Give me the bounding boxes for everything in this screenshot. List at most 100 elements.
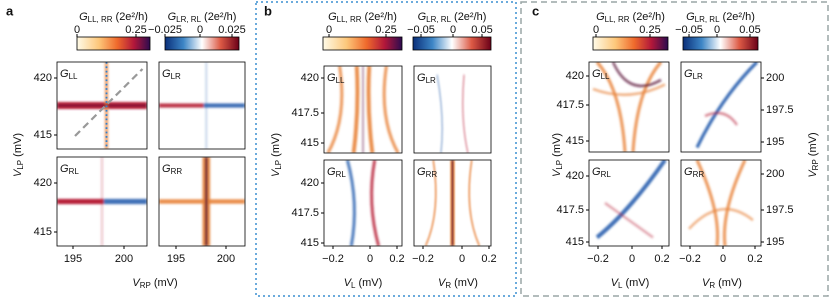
colorbar-title: GLL, RR (2e²/h) xyxy=(79,11,148,24)
x-tick-label: 195 xyxy=(167,253,185,265)
feature xyxy=(435,74,444,153)
heatmap-bg xyxy=(414,66,491,153)
symbol: G xyxy=(596,11,605,23)
y-tick-label: 420 xyxy=(34,177,52,189)
x-tick-label: −0.2 xyxy=(412,253,434,265)
unit: (mV) xyxy=(454,277,478,289)
feature xyxy=(595,160,667,240)
symbol: V xyxy=(611,277,620,289)
symbol: G xyxy=(417,72,426,84)
subscript: RP xyxy=(140,281,151,290)
colorbar xyxy=(322,36,403,51)
heatmap-features xyxy=(424,160,481,246)
subscript: LL, RR xyxy=(88,15,113,24)
heatmap-frame xyxy=(158,156,246,247)
map-label: GLL xyxy=(327,72,345,85)
y2-tick-label: 197.5 xyxy=(766,104,794,116)
y2-tick-label: 197.5 xyxy=(766,204,794,216)
unit: (2e²/h) xyxy=(454,11,486,23)
panel-label: b xyxy=(264,3,272,18)
feature xyxy=(424,160,437,246)
map-label: GLR xyxy=(684,68,703,81)
subscript: LP xyxy=(16,160,25,170)
heatmap-frame xyxy=(56,61,148,150)
heatmap-features xyxy=(592,62,666,152)
symbol: V xyxy=(807,169,819,178)
feature xyxy=(382,66,400,153)
feature xyxy=(345,160,356,246)
map-label: GRR xyxy=(162,163,182,176)
symbol: G xyxy=(592,166,601,178)
subscript: LR xyxy=(693,72,703,81)
y-tick-label: 420 xyxy=(301,177,319,189)
colorbar-tick-label: 0 xyxy=(74,24,80,36)
heatmap-features xyxy=(345,160,381,246)
colorbar-tick-label: 0.25 xyxy=(125,24,146,36)
heatmap xyxy=(159,157,245,246)
subscript: LR, RL xyxy=(695,15,720,24)
heatmap-features xyxy=(159,157,245,246)
y-tick-label: 417.5 xyxy=(291,207,319,219)
unit: (mV) xyxy=(807,132,819,156)
subscript: RR xyxy=(426,170,438,179)
heatmap-features xyxy=(688,160,754,246)
x-tick-label: −0.2 xyxy=(679,253,701,265)
subscript: LL xyxy=(69,72,78,81)
subscript: LR, RL xyxy=(176,15,201,24)
symbol: V xyxy=(551,168,563,177)
unit: (mV) xyxy=(12,133,24,157)
feature xyxy=(468,160,481,246)
y-tick-label: 420 xyxy=(34,72,52,84)
heatmap xyxy=(159,62,245,149)
subscript: LR xyxy=(171,72,181,81)
feature xyxy=(326,66,344,153)
x-tick-label: 0.2 xyxy=(481,253,496,265)
colorbar-title: GLR, RL (2e²/h) xyxy=(418,11,487,24)
subscript: RL xyxy=(336,170,347,179)
feature xyxy=(631,62,663,152)
x-tick-label: 0 xyxy=(720,253,726,265)
heatmap xyxy=(589,160,669,246)
symbol: G xyxy=(327,166,336,178)
panel-c-frame xyxy=(520,1,829,297)
y-tick-label: 417.5 xyxy=(291,107,319,119)
heatmap-frame xyxy=(323,159,403,247)
heatmap-frame xyxy=(323,65,403,154)
x-axis-label: VL (mV) xyxy=(344,277,383,290)
symbol: V xyxy=(270,168,282,177)
y-tick-label: 415 xyxy=(34,129,52,141)
symbol: G xyxy=(418,11,427,23)
feature xyxy=(461,74,470,153)
symbol: G xyxy=(592,68,601,80)
unit: (2e²/h) xyxy=(723,11,755,23)
x-axis-label: VL (mV) xyxy=(611,277,650,290)
x-tick-label: −0.2 xyxy=(587,253,609,265)
symbol: V xyxy=(132,277,141,289)
symbol: V xyxy=(344,277,353,289)
unit: (mV) xyxy=(625,277,649,289)
heatmap-bg xyxy=(681,160,761,246)
y2-tick-label: 200 xyxy=(766,72,784,84)
diagonal-line xyxy=(74,68,144,137)
colorbar-title: GLL, RR (2e²/h) xyxy=(596,11,665,24)
feature xyxy=(611,62,662,88)
symbol: V xyxy=(12,168,24,177)
y-tick-label: 417.5 xyxy=(556,204,584,216)
heatmap-frame xyxy=(413,159,492,247)
heatmap xyxy=(57,157,147,246)
subscript: LP xyxy=(274,160,283,170)
subscript: LL xyxy=(601,72,610,81)
feature xyxy=(688,207,754,230)
colorbar xyxy=(682,36,759,51)
unit: (mV) xyxy=(358,277,382,289)
subscript: LL, RR xyxy=(605,15,630,24)
symbol: V xyxy=(438,277,447,289)
colorbar-title: GLL, RR (2e²/h) xyxy=(328,11,397,24)
map-label: GLL xyxy=(60,68,78,81)
map-label: GRL xyxy=(327,166,346,179)
x-tick-label: 195 xyxy=(64,253,82,265)
y2-tick-label: 200 xyxy=(766,168,784,180)
x-tick-label: 0 xyxy=(629,253,635,265)
subscript: L xyxy=(618,281,623,290)
colorbar-tick-label: 0.25 xyxy=(375,24,396,36)
